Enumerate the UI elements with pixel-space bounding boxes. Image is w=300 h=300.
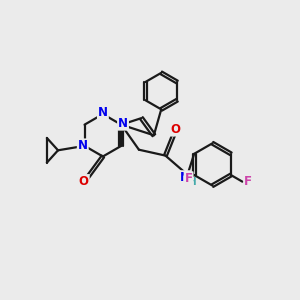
Text: O: O	[171, 123, 181, 136]
Text: F: F	[184, 172, 193, 185]
Text: N: N	[98, 106, 108, 119]
Text: F: F	[244, 175, 252, 188]
Text: N: N	[180, 171, 190, 184]
Text: H: H	[188, 177, 197, 187]
Text: O: O	[79, 175, 89, 188]
Text: N: N	[118, 117, 128, 130]
Text: N: N	[78, 140, 88, 152]
